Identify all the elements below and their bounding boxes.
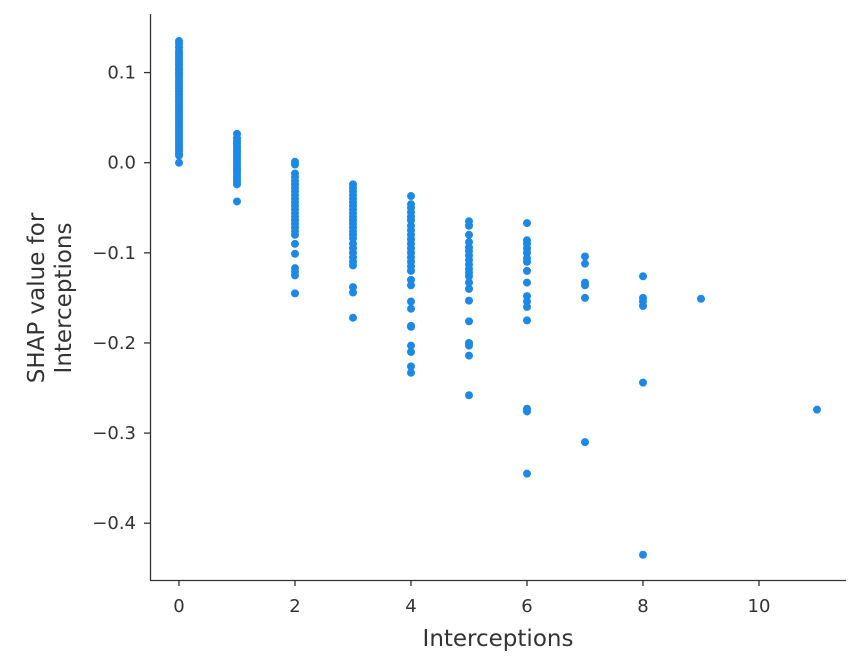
data-point: [291, 230, 299, 239]
data-point: [581, 281, 589, 290]
y-tick-label: −0.4: [92, 513, 136, 534]
data-point: [175, 158, 183, 167]
data-point: [465, 272, 473, 281]
data-point: [291, 160, 299, 169]
data-point: [523, 302, 531, 311]
data-point: [639, 550, 647, 559]
data-point: [523, 278, 531, 287]
y-tick-label: −0.1: [92, 243, 136, 264]
data-point: [465, 230, 473, 239]
data-point: [465, 317, 473, 326]
data-point: [407, 304, 415, 313]
y-tick-label: −0.2: [92, 333, 136, 354]
data-point: [291, 289, 299, 298]
data-point: [407, 281, 415, 290]
data-point: [639, 272, 647, 281]
data-point: [407, 322, 415, 331]
data-point: [465, 221, 473, 230]
y-axis-ticks: 0.1 0.0 −0.1 −0.2 −0.3 −0.4: [92, 63, 150, 534]
data-point: [581, 252, 589, 261]
points-layer: [175, 37, 821, 559]
data-point: [349, 288, 357, 297]
data-point: [639, 302, 647, 311]
x-tick-label: 8: [637, 596, 648, 617]
y-tick-label: 0.0: [107, 153, 136, 174]
data-point: [407, 192, 415, 201]
x-tick-label: 4: [405, 596, 416, 617]
data-point: [407, 341, 415, 350]
data-point: [465, 341, 473, 350]
y-axis-label-line-2: Interceptions: [51, 223, 77, 374]
data-point: [407, 297, 415, 306]
data-point: [233, 197, 241, 206]
data-point: [407, 266, 415, 275]
data-point: [465, 278, 473, 287]
x-axis-label: Interceptions: [423, 626, 574, 652]
data-point: [465, 351, 473, 360]
data-point: [407, 347, 415, 356]
data-point: [233, 180, 241, 189]
x-tick-label: 0: [173, 596, 184, 617]
data-point: [581, 438, 589, 447]
data-point: [523, 266, 531, 275]
y-tick-label: 0.1: [107, 63, 136, 84]
data-point: [349, 313, 357, 322]
data-point: [465, 284, 473, 293]
x-tick-label: 6: [521, 596, 532, 617]
y-axis-label: SHAP value for Interceptions: [24, 212, 77, 383]
data-point: [523, 316, 531, 325]
data-point: [697, 294, 705, 303]
data-point: [523, 469, 531, 478]
data-point: [523, 219, 531, 228]
data-point: [291, 249, 299, 258]
data-point: [407, 362, 415, 371]
data-point: [175, 151, 183, 160]
data-point: [523, 407, 531, 416]
data-point: [581, 259, 589, 268]
data-point: [465, 391, 473, 400]
data-point: [639, 378, 647, 387]
x-tick-label: 2: [289, 596, 300, 617]
data-point: [349, 261, 357, 270]
data-point: [407, 368, 415, 377]
data-point: [581, 293, 589, 302]
y-axis-label-line-1: SHAP value for: [24, 212, 50, 383]
data-point: [291, 271, 299, 280]
y-tick-label: −0.3: [92, 423, 136, 444]
data-point: [523, 257, 531, 266]
data-point: [291, 239, 299, 248]
x-axis-ticks: 0 2 4 6 8 10: [173, 580, 770, 617]
data-point: [813, 405, 821, 414]
data-point: [465, 296, 473, 305]
x-tick-label: 10: [748, 596, 771, 617]
